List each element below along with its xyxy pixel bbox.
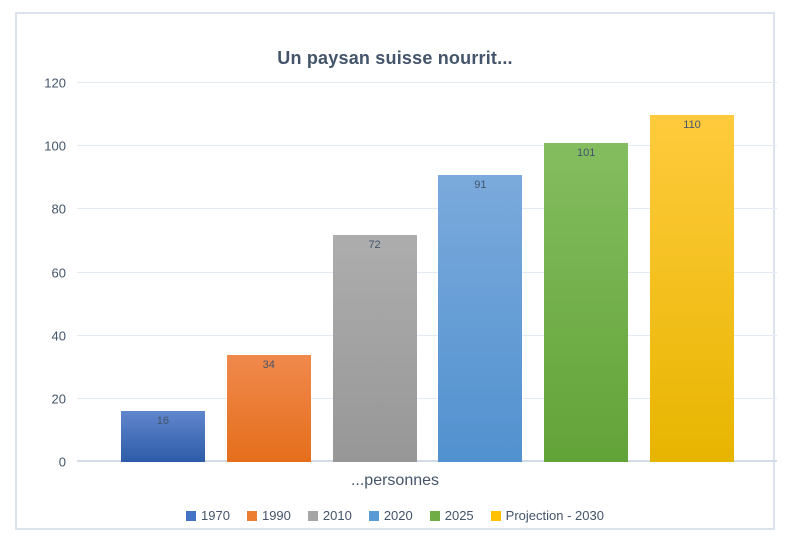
gridline (77, 397, 777, 399)
gridline (77, 208, 777, 210)
legend-item: Projection - 2030 (490, 508, 604, 523)
bar-slot: 34 (216, 83, 322, 462)
gridline (77, 145, 777, 147)
bar-2025: 101 (544, 143, 629, 462)
bar-1970: 16 (120, 411, 205, 462)
legend-swatch (246, 510, 257, 521)
bar-slot: 72 (322, 83, 428, 462)
bar-slot: 110 (639, 83, 745, 462)
legend-swatch (307, 510, 318, 521)
bar-value-label: 91 (474, 178, 487, 191)
legend-item: 2010 (307, 508, 352, 523)
gridline (77, 82, 777, 83)
bar-Projection - 2030: 110 (650, 114, 735, 462)
legend-label: Projection - 2030 (505, 508, 604, 523)
legend-item: 1990 (246, 508, 291, 523)
x-axis-title: ...personnes (350, 472, 440, 489)
legend-swatch (429, 510, 440, 521)
gridline (77, 334, 777, 336)
bar-2020: 91 (438, 174, 523, 462)
bar-value-label: 72 (368, 238, 381, 251)
y-tick-label: 80 (51, 201, 66, 217)
y-tick-label: 100 (44, 138, 66, 154)
y-tick-label: 40 (51, 328, 66, 344)
chart-frame: Un paysan suisse nourrit... 0 20 40 60 80 100… (15, 12, 777, 530)
bar-slot: 91 (427, 83, 533, 462)
legend-item: 2025 (429, 508, 474, 523)
y-tick-label: 20 (51, 391, 66, 407)
bar-value-label: 110 (683, 118, 701, 131)
legend: 1970 1990 2010 2020 2025 Projection - 2030 (17, 508, 773, 523)
legend-label: 2025 (444, 508, 474, 523)
y-tick-label: 0 (58, 454, 66, 470)
legend-item: 2020 (368, 508, 413, 523)
bar-value-label: 34 (262, 358, 275, 371)
bar-value-label: 16 (156, 415, 170, 428)
x-axis-line (77, 460, 777, 462)
bar-1990: 34 (226, 354, 311, 462)
legend-label: 2020 (383, 508, 413, 523)
y-tick-label: 60 (51, 265, 66, 280)
bar-series: 16 34 72 91 101 110 (110, 83, 745, 462)
legend-item: 1970 (186, 508, 230, 523)
gridline (77, 271, 777, 273)
legend-swatch (368, 510, 379, 521)
legend-label: 1990 (261, 508, 291, 523)
legend-swatch (186, 510, 197, 521)
legend-label: 1970 (201, 508, 230, 523)
bar-slot: 101 (533, 83, 639, 462)
legend-swatch (490, 510, 501, 521)
legend-label: 2010 (322, 508, 352, 523)
bar-slot: 16 (110, 83, 216, 462)
bar-value-label: 101 (577, 147, 596, 160)
y-tick-label: 120 (44, 75, 66, 91)
plot-area: 0 20 40 60 80 100 120 16 34 72 91 101 110 (44, 76, 777, 470)
chart-title: Un paysan suisse nourrit... (277, 48, 513, 68)
bar-2010: 72 (332, 234, 417, 462)
